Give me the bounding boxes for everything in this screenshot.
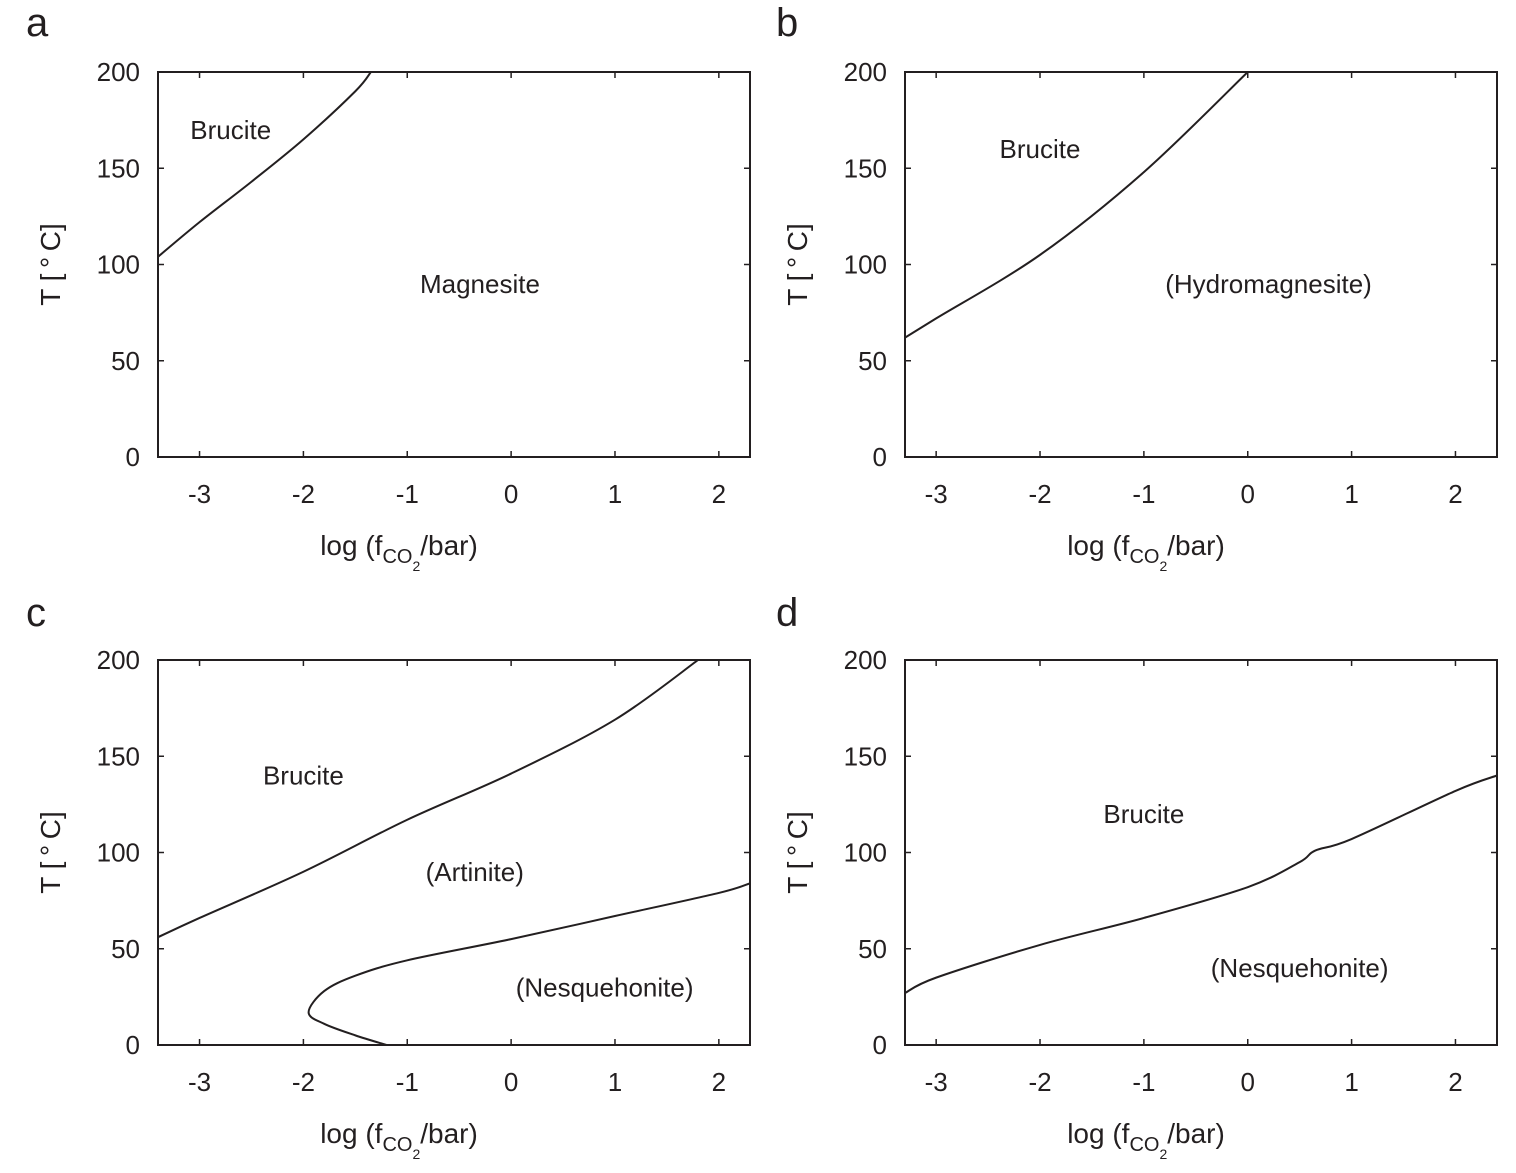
y-tick-label: 200 xyxy=(97,645,140,675)
y-tick-label: 100 xyxy=(844,250,887,280)
x-tick-label: -2 xyxy=(292,1067,315,1097)
phase-label: Brucite xyxy=(263,761,344,791)
y-axis-label: T [ ° C] xyxy=(35,811,66,894)
x-tick-label: -3 xyxy=(925,479,948,509)
phase-boundary-line xyxy=(905,774,1497,994)
y-tick-label: 200 xyxy=(97,57,140,87)
y-tick-label: 50 xyxy=(111,346,140,376)
phase-boundary-line xyxy=(158,660,699,939)
y-tick-label: 100 xyxy=(844,838,887,868)
phase-label: (Hydromagnesite) xyxy=(1165,269,1372,299)
y-tick-label: 50 xyxy=(858,934,887,964)
x-tick-label: 0 xyxy=(504,479,518,509)
x-tick-label: 0 xyxy=(1241,1067,1255,1097)
y-tick-label: 0 xyxy=(126,442,140,472)
phase-label: Magnesite xyxy=(420,269,540,299)
x-axis-label: log (fCO2/bar) xyxy=(1067,1118,1225,1162)
x-tick-label: -2 xyxy=(1028,479,1051,509)
x-tick-label: 0 xyxy=(504,1067,518,1097)
phase-label: (Nesquehonite) xyxy=(516,972,694,1002)
x-tick-label: 2 xyxy=(1448,479,1462,509)
x-tick-label: -3 xyxy=(188,1067,211,1097)
y-axis-label: T [ ° C] xyxy=(782,223,813,306)
x-tick-label: 0 xyxy=(1241,479,1255,509)
y-tick-label: 150 xyxy=(844,741,887,771)
x-tick-label: 2 xyxy=(712,1067,726,1097)
y-tick-label: 100 xyxy=(97,250,140,280)
x-axis-label: log (fCO2/bar) xyxy=(1067,530,1225,574)
x-tick-label: 1 xyxy=(608,479,622,509)
x-tick-label: 2 xyxy=(1448,1067,1462,1097)
y-tick-label: 200 xyxy=(844,57,887,87)
phase-boundary-line xyxy=(307,882,750,1045)
phase-label: Brucite xyxy=(190,115,271,145)
x-axis-label: log (fCO2/bar) xyxy=(320,1118,478,1162)
y-tick-label: 150 xyxy=(844,153,887,183)
x-tick-label: -1 xyxy=(396,1067,419,1097)
panel-b: b -3 -2 -1 0 1 2 0 50 100 150 200 log (fCO2/bar) T [ … xyxy=(776,1,1498,574)
phase-label: (Nesquehonite) xyxy=(1211,953,1389,983)
x-tick-label: -1 xyxy=(1132,1067,1155,1097)
panel-letter: d xyxy=(776,591,798,635)
y-tick-label: 150 xyxy=(97,153,140,183)
x-tick-label: -1 xyxy=(396,479,419,509)
phase-label: Brucite xyxy=(1103,799,1184,829)
x-tick-label: -3 xyxy=(188,479,211,509)
panel-d: d -3 -2 -1 0 1 2 0 50 100 150 200 log (fCO2/bar) T [ … xyxy=(776,591,1498,1162)
phase-boundary-line xyxy=(905,72,1249,339)
phase-label: (Artinite) xyxy=(426,857,524,887)
panel-a: a -3 -2 -1 0 1 2 0 50 100 150 200 log (fCO2/bar) T [ … xyxy=(26,1,751,574)
panel-letter: a xyxy=(26,1,49,45)
x-tick-label: 1 xyxy=(608,1067,622,1097)
panel-c: c -3 -2 -1 0 1 2 0 50 100 150 200 log (fCO2/bar) T [ … xyxy=(26,591,751,1162)
plot-frame xyxy=(904,71,1498,458)
x-tick-label: 1 xyxy=(1344,1067,1358,1097)
x-axis-label: log (fCO2/bar) xyxy=(320,530,478,574)
y-tick-label: 50 xyxy=(111,934,140,964)
y-tick-label: 100 xyxy=(97,838,140,868)
y-tick-label: 200 xyxy=(844,645,887,675)
y-axis-label: T [ ° C] xyxy=(782,811,813,894)
y-axis-label: T [ ° C] xyxy=(35,223,66,306)
x-tick-label: -1 xyxy=(1132,479,1155,509)
y-tick-label: 0 xyxy=(873,1030,887,1060)
plot-frame xyxy=(904,659,1498,1046)
phase-boundary-line xyxy=(158,72,372,258)
x-tick-label: 2 xyxy=(712,479,726,509)
x-tick-label: -3 xyxy=(925,1067,948,1097)
x-tick-label: -2 xyxy=(292,479,315,509)
panel-letter: b xyxy=(776,1,798,45)
y-tick-label: 150 xyxy=(97,741,140,771)
x-tick-label: -2 xyxy=(1028,1067,1051,1097)
phase-label: Brucite xyxy=(1000,134,1081,164)
y-tick-label: 0 xyxy=(873,442,887,472)
y-tick-label: 0 xyxy=(126,1030,140,1060)
panel-letter: c xyxy=(26,591,46,635)
y-tick-label: 50 xyxy=(858,346,887,376)
x-tick-label: 1 xyxy=(1344,479,1358,509)
